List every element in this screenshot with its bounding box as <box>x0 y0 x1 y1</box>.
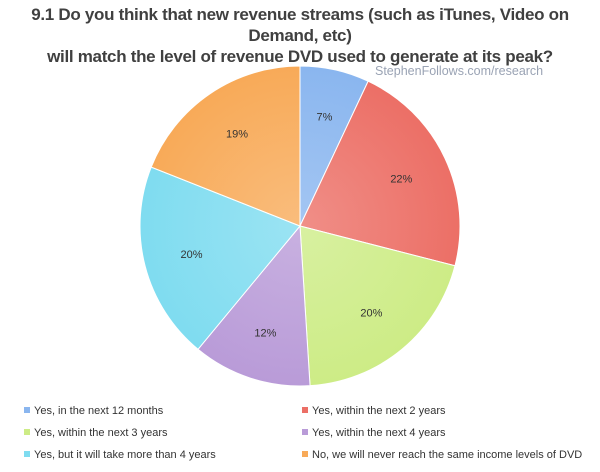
legend-label: Yes, within the next 3 years <box>34 427 168 439</box>
legend-label: Yes, within the next 4 years <box>312 427 446 439</box>
pie-chart: 7% 22% 20% 12% 20% 19% <box>139 65 461 387</box>
watermark: StephenFollows.com/research <box>375 64 544 78</box>
legend-swatch <box>302 407 308 413</box>
legend-item-3: Yes, within the next 3 years <box>24 426 168 440</box>
pie-slice-6 <box>150 65 301 227</box>
legend-swatch <box>24 429 30 435</box>
slice-value-label-4: 12% <box>254 328 276 340</box>
pie-slice-2 <box>299 80 461 267</box>
pie-slice-5 <box>139 166 301 350</box>
pie-slice-3 <box>299 225 456 387</box>
slice-value-label-1: 7% <box>316 112 332 124</box>
legend-item-4: Yes, within the next 4 years <box>302 426 446 440</box>
legend-label: Yes, in the next 12 months <box>34 405 164 417</box>
legend-item-1: Yes, in the next 12 months <box>24 404 163 418</box>
legend-swatch <box>24 451 30 457</box>
pie-slice-4 <box>197 224 311 387</box>
legend-label: No, we will never reach the same income … <box>312 449 583 461</box>
chart-title-line-1: 9.1 Do you think that new revenue stream… <box>31 5 569 45</box>
legend-item-2: Yes, within the next 2 years <box>302 404 446 418</box>
slice-value-label-5: 20% <box>181 249 203 261</box>
slice-value-label-2: 22% <box>390 173 412 185</box>
legend-swatch <box>302 451 308 457</box>
legend-swatch <box>24 407 30 413</box>
chart-title: 9.1 Do you think that new revenue stream… <box>0 4 600 67</box>
slice-value-label-6: 19% <box>226 128 248 140</box>
legend-label: Yes, within the next 2 years <box>312 405 446 417</box>
legend-swatch <box>302 429 308 435</box>
slice-value-label-3: 20% <box>360 307 382 319</box>
chart-title-line-2: will match the level of revenue DVD used… <box>47 47 553 66</box>
legend-label: Yes, but it will take more than 4 years <box>34 449 216 461</box>
legend-item-5: Yes, but it will take more than 4 years <box>24 448 216 462</box>
legend-item-6: No, we will never reach the same income … <box>302 448 582 462</box>
